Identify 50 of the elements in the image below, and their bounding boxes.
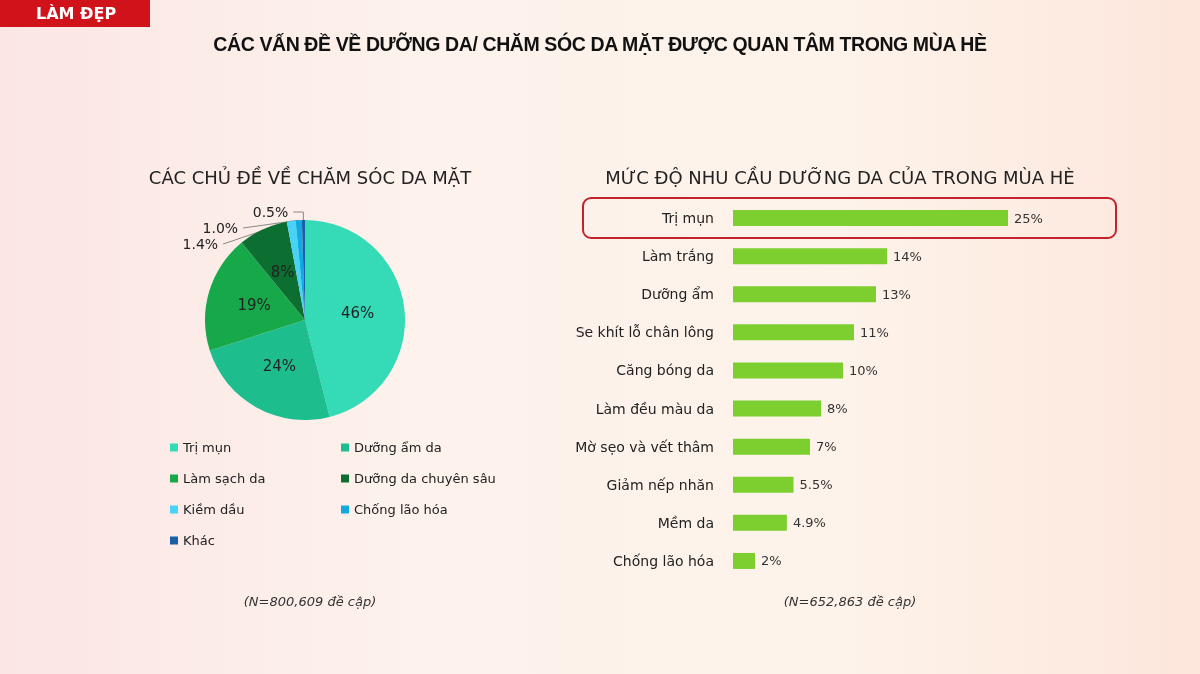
data-label: 11% — [860, 324, 889, 340]
bar — [733, 514, 787, 531]
y-tick-label: Căng bóng da — [616, 362, 714, 379]
y-tick-label: Trị mụn — [661, 210, 714, 227]
chart-title: CÁC CHỦ ĐỀ VỀ CHĂM SÓC DA MẶT — [148, 164, 473, 188]
data-label: 1.4% — [182, 236, 219, 253]
bar — [733, 476, 794, 493]
bar — [733, 400, 821, 417]
bar — [733, 438, 810, 455]
data-label: 0.5% — [252, 204, 289, 221]
data-label: 4.9% — [792, 515, 826, 531]
y-tick-label: Làm trắng — [641, 248, 714, 265]
legend-label: Dưỡng ẩm da — [354, 440, 442, 455]
y-tick-label: Se khít lỗ chân lông — [575, 324, 714, 341]
legend-label: Làm sạch da — [183, 471, 266, 486]
y-tick-label: Mềm da — [657, 514, 714, 531]
data-label: 24% — [262, 357, 296, 376]
bar — [733, 324, 854, 341]
text: (N=652,863 đề cập) — [783, 594, 917, 609]
y-tick-label: Mờ sẹo và vết thâm — [575, 438, 714, 455]
bar — [733, 286, 876, 303]
text: (N=800,609 đề cập) — [243, 594, 377, 609]
data-label: 7% — [816, 439, 837, 455]
data-label: 8% — [827, 401, 848, 417]
y-tick-label: Dưỡng ẩm — [641, 286, 714, 303]
y-tick-label: Giảm nếp nhăn — [606, 476, 714, 493]
data-label: 25% — [1014, 210, 1043, 226]
bar — [733, 248, 887, 265]
legend-label: Dưỡng da chuyên sâu — [354, 471, 496, 486]
y-tick-label: Làm đều màu da — [595, 400, 714, 417]
data-label: 19% — [237, 295, 271, 314]
chart-title: MỨC ĐỘ NHU CẦU DƯỠNG DA CỦA TRONG MÙA HÈ — [605, 164, 1075, 188]
legend-label: Chống lão hóa — [354, 502, 448, 517]
data-label: 46% — [340, 304, 375, 323]
legend-label: Kiềm dầu — [183, 502, 245, 517]
data-label: 14% — [893, 248, 922, 264]
bar — [733, 362, 843, 379]
text: LÀM ĐẸP — [0, 0, 150, 27]
text: CÁC VẤN ĐỀ VỀ DƯỠNG DA/ CHĂM SÓC DA MẶT ĐƯỢC QUAN TÂM TRONG MÙA HÈ — [212, 33, 988, 56]
data-label: 5.5% — [799, 477, 833, 493]
data-label: 13% — [882, 286, 911, 302]
legend-label: Trị mụn — [182, 440, 232, 455]
legend-label: Khác — [183, 533, 215, 548]
bar — [733, 552, 755, 569]
data-label: 2% — [761, 553, 782, 569]
data-label: 8% — [270, 262, 295, 281]
data-label: 10% — [849, 362, 878, 378]
y-tick-label: Chống lão hóa — [613, 552, 714, 569]
data-label: 1.0% — [202, 220, 239, 237]
bar — [733, 210, 1008, 227]
